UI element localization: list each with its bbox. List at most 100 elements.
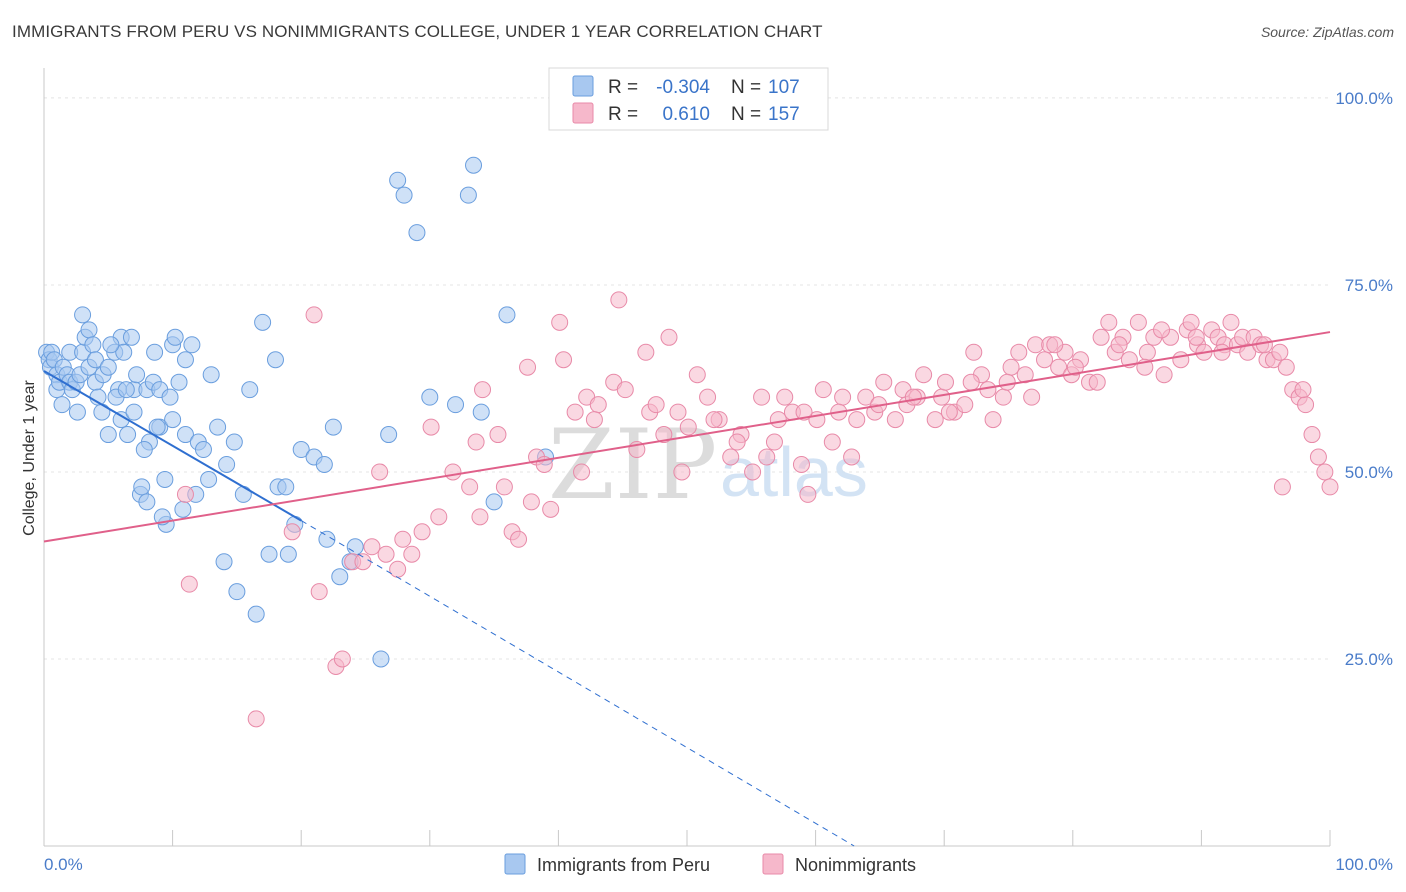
peru-point-86 <box>292 441 310 459</box>
peru-point-102 <box>465 156 483 174</box>
nonimmigrant-point-53 <box>758 448 776 466</box>
peru-point-70 <box>202 366 220 384</box>
nonimmigrant-point-31 <box>566 403 584 421</box>
nonimmigrant-point-46 <box>688 366 706 384</box>
nonimmigrant-point-112 <box>1222 313 1240 331</box>
nonimmigrant-point-12 <box>389 560 407 578</box>
legend-r-label-blue: R = <box>608 77 638 98</box>
nonimmigrant-point-60 <box>814 381 832 399</box>
top-legend: R = -0.304 N = 107 R = 0.610 N = 157 <box>548 67 829 131</box>
nonimmigrant-point-58 <box>799 485 817 503</box>
peru-point-15 <box>68 403 86 421</box>
peru-point-36 <box>122 328 140 346</box>
nonimmigrant-point-153 <box>904 388 922 406</box>
y-tick-label-50: 50.0% <box>1345 463 1393 482</box>
nonimmigrant-point-106 <box>1182 313 1200 331</box>
nonimmigrant-point-142 <box>394 530 412 548</box>
nonimmigrant-point-126 <box>1309 448 1327 466</box>
nonimmigrant-point-19 <box>467 433 485 451</box>
nonimmigrant-point-49 <box>722 448 740 466</box>
nonimmigrant-point-11 <box>377 545 395 563</box>
nonimmigrant-point-155 <box>765 433 783 451</box>
peru-point-74 <box>225 433 243 451</box>
nonimmigrant-point-55 <box>776 388 794 406</box>
nonimmigrant-point-124 <box>1297 396 1315 414</box>
trend-line-nonimmigrants <box>43 331 1331 543</box>
peru-point-29 <box>99 358 117 376</box>
nonimmigrant-point-86 <box>1027 336 1045 354</box>
nonimmigrant-point-34 <box>589 396 607 414</box>
nonimmigrant-point-17 <box>444 463 462 481</box>
peru-point-101 <box>459 186 477 204</box>
nonimmigrant-point-62 <box>834 388 852 406</box>
peru-point-90 <box>324 418 342 436</box>
nonimmigrant-point-61 <box>823 433 841 451</box>
nonimmigrant-point-47 <box>699 388 717 406</box>
peru-point-18 <box>74 306 92 324</box>
nonimmigrant-point-65 <box>857 388 875 406</box>
peru-point-43 <box>138 493 156 511</box>
nonimmigrant-point-25 <box>519 358 537 376</box>
nonimmigrant-point-44 <box>673 463 691 481</box>
nonimmigrant-point-102 <box>1155 366 1173 384</box>
legend-n-label-pink: N = <box>731 104 761 125</box>
peru-point-93 <box>346 538 364 556</box>
peru-point-77 <box>241 381 259 399</box>
nonimmigrant-point-45 <box>679 418 697 436</box>
peru-point-79 <box>254 313 272 331</box>
legend-r-label-pink: R = <box>608 104 638 125</box>
peru-point-94 <box>372 650 390 668</box>
peru-point-99 <box>421 388 439 406</box>
peru-point-78 <box>247 605 265 623</box>
nonimmigrant-point-24 <box>510 530 528 548</box>
nonimmigrant-point-18 <box>461 478 479 496</box>
chart-title: IMMIGRANTS FROM PERU VS NONIMMIGRANTS CO… <box>12 22 823 41</box>
nonimmigrant-point-3 <box>283 523 301 541</box>
nonimmigrant-point-145 <box>1255 336 1273 354</box>
peru-point-41 <box>133 478 151 496</box>
nonimmigrant-point-133 <box>998 373 1016 391</box>
nonimmigrant-point-67 <box>875 373 893 391</box>
peru-point-53 <box>166 328 184 346</box>
nonimmigrant-point-104 <box>1172 351 1190 369</box>
nonimmigrant-point-54 <box>769 411 787 429</box>
peru-point-56 <box>176 351 194 369</box>
bottom-legend-label-blue: Immigrants from Peru <box>537 855 710 875</box>
peru-point-88 <box>315 455 333 473</box>
nonimmigrant-point-1 <box>180 575 198 593</box>
peru-point-97 <box>395 186 413 204</box>
bottom-legend: Immigrants from Peru Nonimmigrants <box>504 853 916 875</box>
peru-point-54 <box>170 373 188 391</box>
peru-point-72 <box>215 553 233 571</box>
peru-point-96 <box>389 171 407 189</box>
peru-point-60 <box>102 336 120 354</box>
peru-point-39 <box>128 366 146 384</box>
peru-point-34 <box>115 343 133 361</box>
nonimmigrant-point-2 <box>247 710 265 728</box>
nonimmigrant-point-132 <box>1046 336 1064 354</box>
nonimmigrant-point-42 <box>660 328 678 346</box>
nonimmigrant-point-121 <box>1277 358 1295 376</box>
x-tick-label-right: 100.0% <box>1335 855 1393 874</box>
peru-point-81 <box>266 351 284 369</box>
nonimmigrant-point-89 <box>1050 358 1068 376</box>
nonimmigrant-point-115 <box>1239 343 1257 361</box>
legend-swatch-blue <box>572 75 594 97</box>
nonimmigrant-point-28 <box>542 500 560 518</box>
x-tick-label-left: 0.0% <box>44 855 83 874</box>
nonimmigrant-point-78 <box>965 343 983 361</box>
nonimmigrant-point-37 <box>616 381 634 399</box>
y-axis-title: College, Under 1 year <box>21 380 38 536</box>
peru-point-80 <box>260 545 278 563</box>
nonimmigrant-point-134 <box>940 403 958 421</box>
nonimmigrant-point-39 <box>637 343 655 361</box>
legend-n-value-blue: 107 <box>768 77 800 98</box>
nonimmigrant-point-120 <box>1271 343 1289 361</box>
nonimmigrant-point-127 <box>1316 463 1334 481</box>
legend-r-value-pink: 0.610 <box>662 104 710 125</box>
bottom-legend-swatch-pink <box>762 853 784 875</box>
peru-point-24 <box>86 351 104 369</box>
peru-point-35 <box>119 426 137 444</box>
nonimmigrant-point-36 <box>610 291 628 309</box>
